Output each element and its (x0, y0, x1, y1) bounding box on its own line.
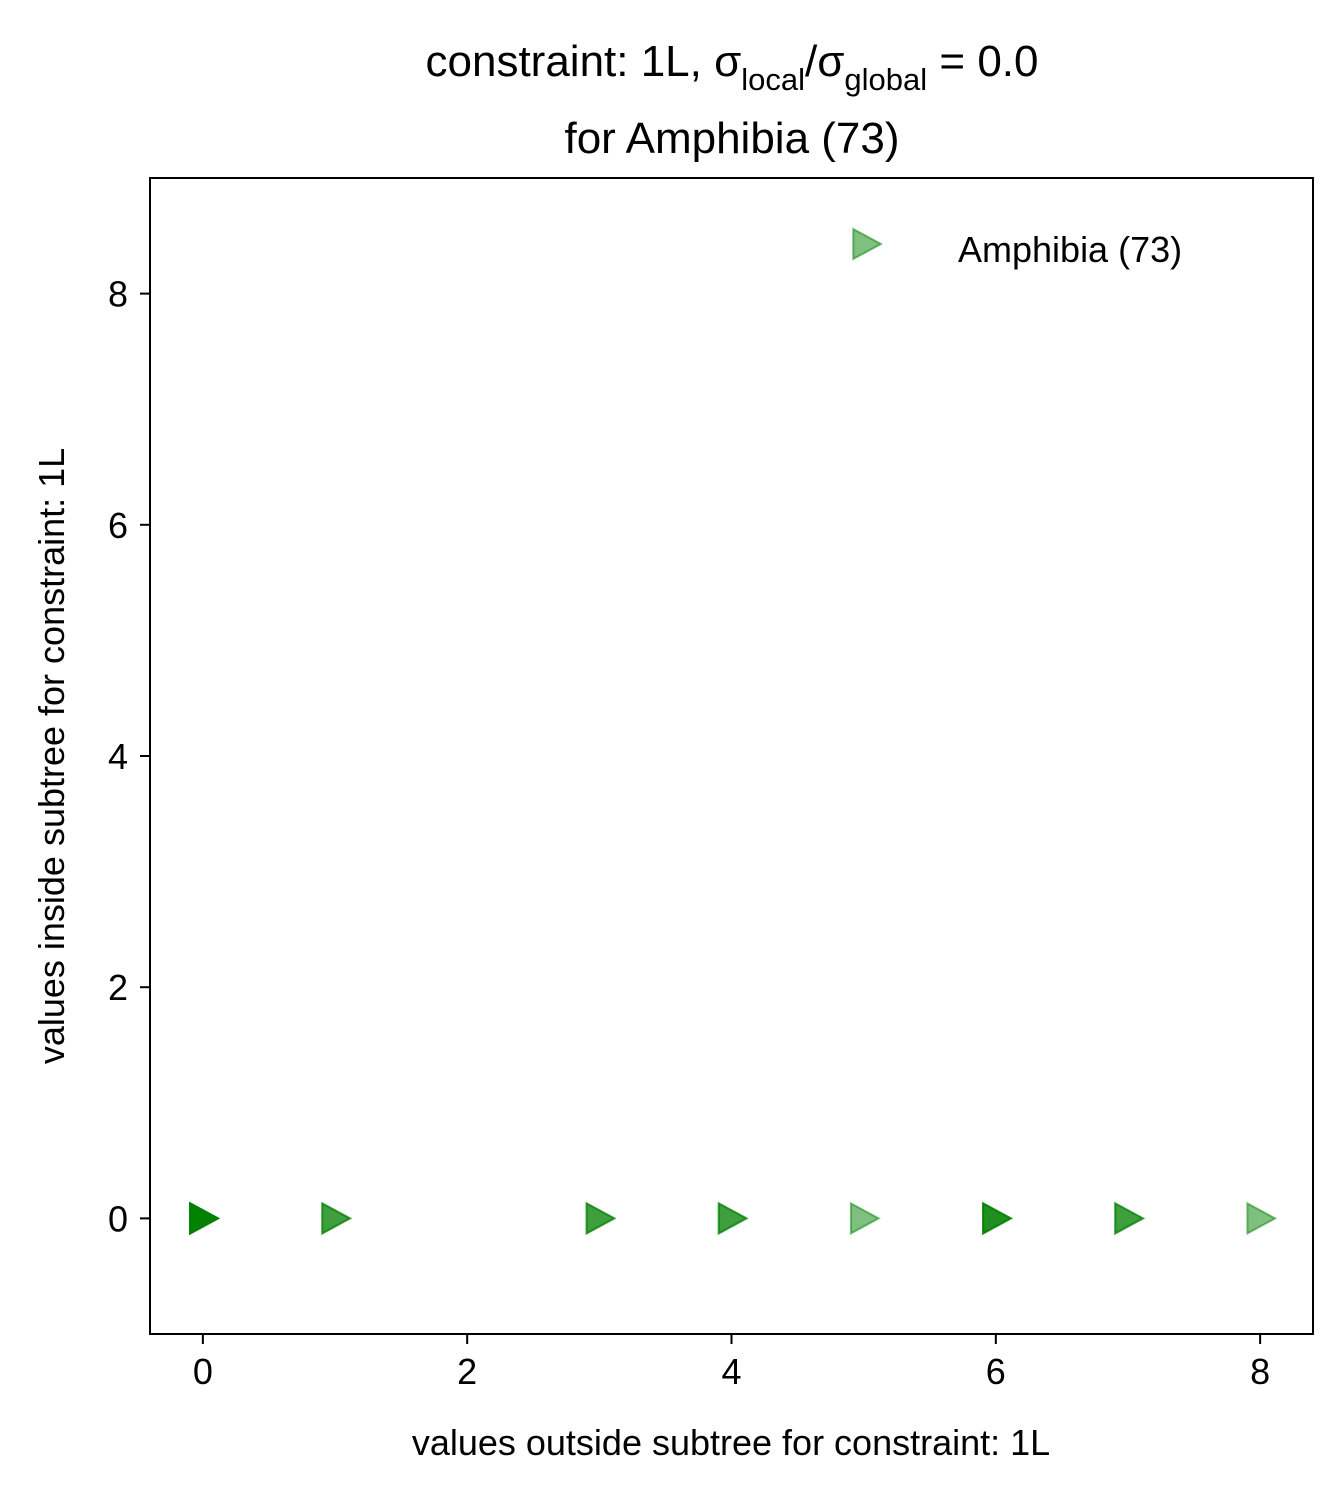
data-point (982, 1201, 1013, 1236)
axes-frame (149, 177, 1314, 1335)
data-point (321, 1201, 353, 1236)
y-axis-ticks: 0 2 4 6 8 (108, 274, 150, 1239)
title-subscript-global: global (844, 62, 927, 97)
title-mid: /σ (805, 37, 844, 86)
y-tick-label: 4 (108, 736, 128, 777)
data-point (1114, 1201, 1146, 1236)
y-tick-label: 6 (108, 505, 128, 546)
data-point (189, 1201, 220, 1236)
data-point (585, 1201, 617, 1236)
data-point (1246, 1201, 1278, 1236)
x-axis-ticks: 0 2 4 6 8 (193, 1334, 1270, 1392)
x-tick-label: 2 (457, 1351, 477, 1392)
data-point (717, 1201, 749, 1236)
plot-area (189, 1201, 1278, 1236)
title-subscript-local: local (741, 62, 805, 97)
x-tick-label: 8 (1250, 1351, 1270, 1392)
y-tick-label: 2 (108, 967, 128, 1008)
y-axis-label: values inside subtree for constraint: 1L (31, 448, 72, 1064)
legend: Amphibia (73) (852, 227, 1182, 270)
title-suffix: = 0.0 (927, 37, 1038, 86)
chart-title-line2: for Amphibia (73) (564, 114, 899, 163)
x-tick-label: 6 (986, 1351, 1006, 1392)
y-tick-label: 0 (108, 1198, 128, 1239)
x-tick-label: 0 (193, 1351, 213, 1392)
legend-marker (852, 227, 884, 261)
legend-label: Amphibia (73) (958, 229, 1182, 270)
chart-title-line1: constraint: 1L, σlocal/σglobal = 0.0 (426, 37, 1039, 97)
title-prefix: constraint: 1L, σ (426, 37, 742, 86)
data-point (849, 1201, 881, 1236)
x-axis-label: values outside subtree for constraint: 1… (412, 1422, 1050, 1463)
y-tick-label: 8 (108, 274, 128, 315)
x-tick-label: 4 (721, 1351, 741, 1392)
